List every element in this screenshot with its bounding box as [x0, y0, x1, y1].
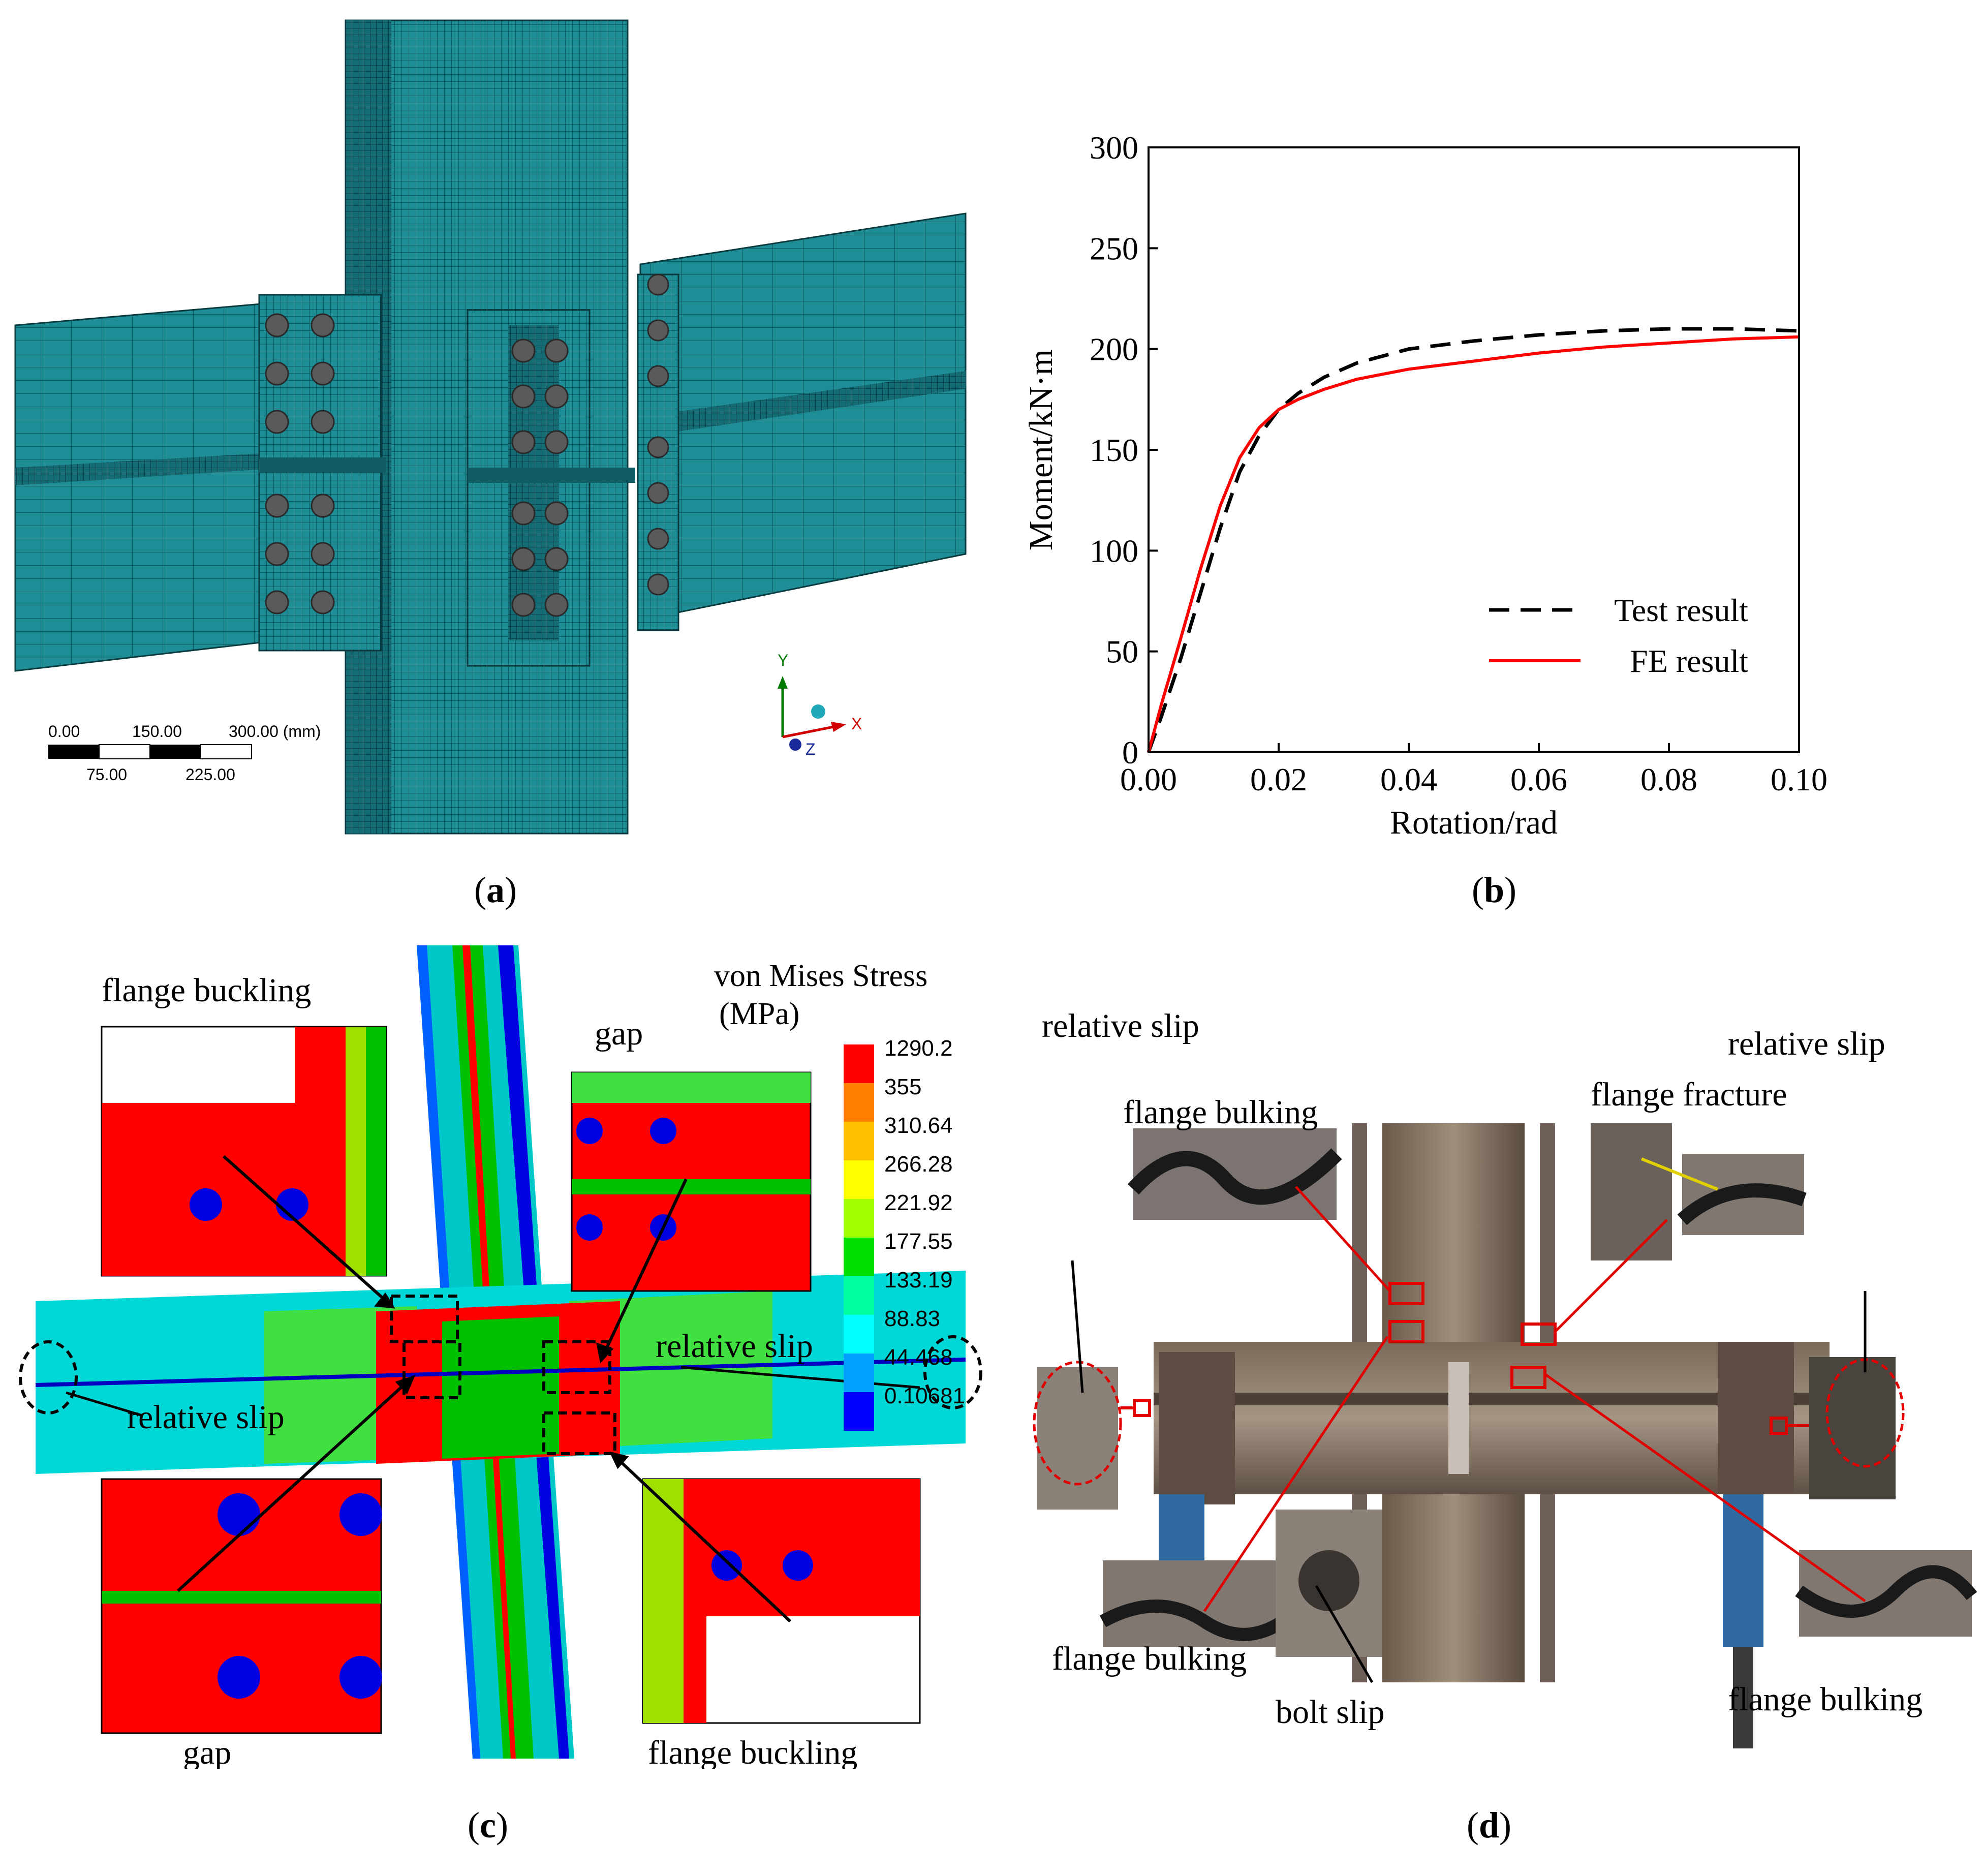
x-tick-label: 0.08 [1640, 761, 1697, 797]
legend-value: 1290.2 [884, 1036, 953, 1061]
x-axis-label: Rotation/rad [1390, 804, 1558, 841]
legend-value: 355 [884, 1074, 921, 1099]
legend-value: 0.10681 [884, 1383, 965, 1408]
label-flange-bulking-bottom-left: flange bulking [1052, 1640, 1247, 1677]
axis-triad: Y X Z [778, 651, 862, 758]
chart-legend: Test result FE result [1489, 592, 1748, 679]
label-relative-slip-right: relative slip [656, 1328, 813, 1365]
legend-value: 266.28 [884, 1152, 953, 1177]
y-tick-label: 50 [1106, 634, 1138, 670]
label-relative-slip-left: relative slip [127, 1399, 285, 1436]
caption-b: (b) [1471, 870, 1516, 910]
legend-value: 88.83 [884, 1306, 940, 1331]
inset-gap-top [571, 1071, 812, 1292]
legend-value: 310.64 [884, 1113, 953, 1138]
label-flange-bulking-top: flange bulking [1123, 1094, 1318, 1131]
photo-inset-flange-bulking-top [1127, 1128, 1342, 1220]
photo-inset-relative-slip-right [1809, 1357, 1905, 1499]
y-tick-label: 100 [1090, 533, 1138, 569]
x-tick-label: 0.06 [1510, 761, 1567, 797]
label-relative-slip-right: relative slip [1728, 1025, 1885, 1062]
scale-label-150: 150.00 [132, 722, 182, 741]
legend-value: 133.19 [884, 1268, 953, 1293]
legend-value: 221.92 [884, 1190, 953, 1215]
legend-color-swatch [844, 1354, 874, 1392]
x-tick-label: 0.02 [1250, 761, 1307, 797]
label-flange-buckling-top: flange buckling [102, 972, 311, 1009]
legend-color-swatch [844, 1083, 874, 1122]
bolt-group [265, 273, 669, 617]
legend-color-swatch [844, 1199, 874, 1238]
axis-z-label: Z [805, 740, 816, 758]
inset-gap-bottom [101, 1478, 382, 1734]
caption-a: (a) [474, 870, 517, 910]
y-tick-label: 150 [1090, 432, 1138, 468]
label-flange-bulking-bottom-right: flange bulking [1728, 1681, 1923, 1718]
y-tick-label: 0 [1122, 734, 1138, 771]
panel-b: 0.00 0.02 0.04 0.06 0.08 0.10 0 50 100 150 200 250 3… [996, 102, 1962, 864]
legend-label: Test result [1614, 592, 1748, 628]
scale-label-300: 300.00 (mm) [229, 722, 321, 741]
legend-title-line2: (MPa) [719, 997, 799, 1031]
label-flange-buckling-bottom: flange buckling [648, 1734, 857, 1769]
photo-inset-flange-fracture [1591, 1123, 1807, 1260]
label-bolt-slip: bolt slip [1276, 1694, 1385, 1731]
right-beam-flange [640, 371, 966, 437]
legend-color-swatch [844, 1044, 874, 1083]
photo-inset-flange-bulking-bottom-right [1795, 1550, 1977, 1637]
scale-label-225: 225.00 [185, 765, 235, 784]
moment-rotation-chart: 0.00 0.02 0.04 0.06 0.08 0.10 0 50 100 150 200 250 3… [1023, 130, 1827, 841]
series-fe-result [1147, 335, 1800, 753]
inset-flange-buckling-top [101, 1026, 387, 1277]
panel-a: 0.00 150.00 300.00 (mm) 75.00 225.00 Y X… [10, 10, 976, 849]
photo-inset-flange-bulking-bottom-left [1099, 1560, 1300, 1647]
stress-legend: von Mises Stress (MPa) 1290.2 355 310.64 26… [714, 959, 965, 1431]
series-test-result [1147, 327, 1800, 753]
panel-c: flange buckling gap relative slip relati… [10, 935, 996, 1771]
legend-color-swatch [844, 1315, 874, 1354]
legend-color-swatch [844, 1392, 874, 1431]
plot-frame [1148, 146, 1800, 753]
stress-contour: flange buckling gap relative slip relati… [19, 945, 982, 1771]
y-tick-label: 250 [1090, 230, 1138, 266]
legend-value: 177.55 [884, 1229, 953, 1254]
photo-inset-relative-slip-left [1033, 1361, 1122, 1510]
photo-inset-bolt-slip [1276, 1510, 1382, 1657]
label-flange-fracture: flange fracture [1591, 1076, 1787, 1113]
inset-flange-buckling-bottom [642, 1478, 921, 1724]
x-tick-label: 0.04 [1380, 761, 1437, 797]
scale-label-75: 75.00 [86, 765, 127, 784]
legend-value: 44.468 [884, 1345, 953, 1370]
y-axis-label: Moment/kN·m [1023, 349, 1060, 550]
test-photo: relative slip flange bulking flange frac… [1033, 1007, 1977, 1748]
axis-y-label: Y [778, 651, 788, 669]
scale-label-0: 0.00 [48, 722, 80, 741]
y-tick-label: 300 [1090, 130, 1138, 166]
legend-color-swatch [844, 1238, 874, 1276]
caption-d: (d) [1466, 1805, 1511, 1846]
x-tick-label: 0.10 [1771, 761, 1827, 797]
legend-label: FE result [1630, 643, 1748, 679]
caption-c: (c) [468, 1805, 508, 1846]
label-gap-bottom: gap [183, 1734, 231, 1769]
legend-color-swatch [844, 1122, 874, 1160]
legend-color-swatch [844, 1276, 874, 1315]
fe-mesh-model: 0.00 150.00 300.00 (mm) 75.00 225.00 Y X… [14, 19, 967, 835]
legend-title-line1: von Mises Stress [714, 959, 927, 993]
legend-color-swatch [844, 1160, 874, 1199]
label-gap-top: gap [595, 1015, 643, 1052]
y-tick-label: 200 [1090, 331, 1138, 367]
scale-bar: 0.00 150.00 300.00 (mm) 75.00 225.00 [48, 722, 321, 784]
axis-x-label: X [851, 715, 862, 733]
photo-beam [1154, 1342, 1830, 1494]
label-relative-slip-left: relative slip [1042, 1007, 1199, 1044]
x-tick-label: 0.00 [1120, 761, 1177, 797]
panel-d: relative slip flange bulking flange frac… [1032, 986, 1977, 1759]
